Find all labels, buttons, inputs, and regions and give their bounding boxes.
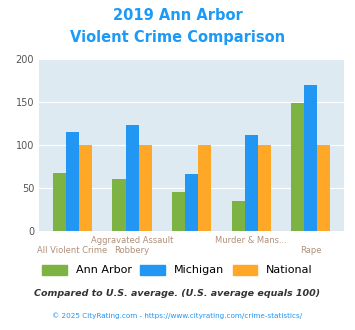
Bar [66, 132, 79, 231]
Text: Rape: Rape [300, 246, 322, 255]
Bar [231, 201, 245, 231]
Bar [258, 145, 271, 231]
Bar [126, 125, 139, 231]
Bar [79, 145, 92, 231]
Text: Compared to U.S. average. (U.S. average equals 100): Compared to U.S. average. (U.S. average … [34, 289, 321, 298]
Text: Aggravated Assault: Aggravated Assault [91, 236, 173, 245]
Bar [172, 191, 185, 231]
Bar [198, 145, 211, 231]
Legend: Ann Arbor, Michigan, National: Ann Arbor, Michigan, National [42, 265, 313, 275]
Text: Violent Crime Comparison: Violent Crime Comparison [70, 30, 285, 45]
Text: 2019 Ann Arbor: 2019 Ann Arbor [113, 8, 242, 23]
Bar [291, 103, 304, 231]
Bar [185, 174, 198, 231]
Bar [113, 179, 126, 231]
Bar [245, 135, 258, 231]
Bar [139, 145, 152, 231]
Text: All Violent Crime: All Violent Crime [38, 246, 108, 255]
Text: © 2025 CityRating.com - https://www.cityrating.com/crime-statistics/: © 2025 CityRating.com - https://www.city… [53, 312, 302, 318]
Bar [304, 85, 317, 231]
Text: Robbery: Robbery [115, 246, 150, 255]
Bar [53, 173, 66, 231]
Bar [317, 145, 331, 231]
Text: Murder & Mans...: Murder & Mans... [215, 236, 287, 245]
